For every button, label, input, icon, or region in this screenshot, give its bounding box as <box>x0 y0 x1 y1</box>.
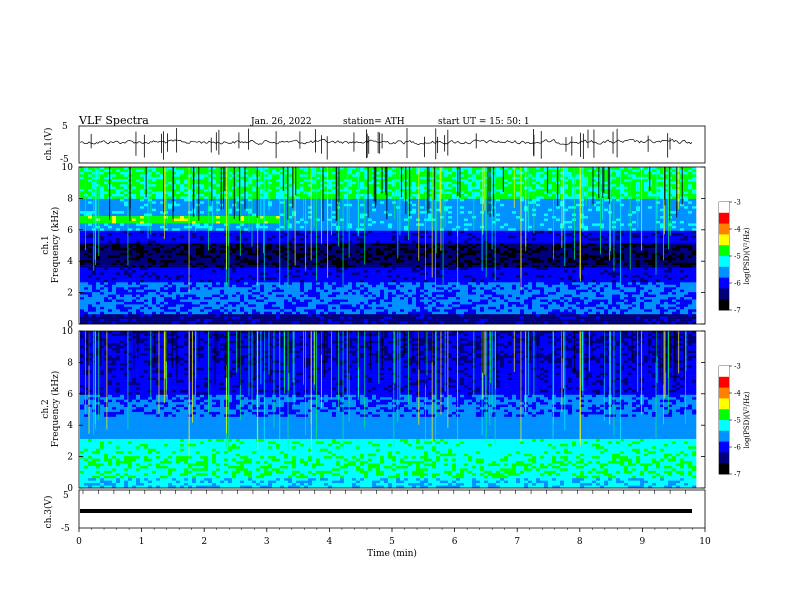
freq-tick-label: 2 <box>67 289 73 299</box>
freq-tick-label: 0 <box>67 484 73 494</box>
ch2-colorbar-label: log(PSD)(V²/Hz) <box>743 391 751 448</box>
colorbar-tick-label: -7 <box>734 471 741 479</box>
xaxis-tick-label: 2 <box>201 537 207 547</box>
colorbar-tick-label: -5 <box>734 417 741 425</box>
xaxis-tick-label: 8 <box>577 537 583 547</box>
xaxis-tick-label: 4 <box>327 537 333 547</box>
ch2-spectrogram-panel: 0 2 4 6 8 10 ch.2 Frequency (kHz) -3 -4 -5 -6 -7 … <box>41 327 751 494</box>
colorbar-tick-label: -4 <box>734 390 741 398</box>
freq-tick-label: 6 <box>67 390 73 400</box>
ch3-ylabel: ch.3(V) <box>43 496 54 529</box>
ch1-waveform-trace <box>79 138 693 146</box>
xaxis-tick-label: 5 <box>389 537 395 547</box>
ch1-spectrogram-frame <box>78 166 706 325</box>
ch1-colorbar-ticks: -3 -4 -5 -6 -7 <box>729 199 741 315</box>
colorbar-tick-label: -6 <box>734 444 741 452</box>
ch1-spectrogram-image <box>79 167 705 325</box>
station-label: station= ATH <box>343 117 405 127</box>
colorbar-tick-label: -5 <box>734 253 741 261</box>
ch1-ytick-top: 5 <box>62 122 68 132</box>
time-axis: 0 1 2 3 4 5 6 7 8 9 10 <box>76 528 711 547</box>
xaxis-tick-label: 9 <box>640 537 646 547</box>
ch2-spectrogram-frame <box>78 330 706 489</box>
xaxis-tick-label: 0 <box>76 537 82 547</box>
ch2-colorbar: -3 -4 -5 -6 -7 log(PSD)(V²/Hz) <box>718 363 751 479</box>
xaxis-tick-label: 1 <box>139 537 145 547</box>
start-time-label: start UT = 15: 50: 1 <box>438 117 530 127</box>
xaxis-label: Time (min) <box>367 548 417 559</box>
xaxis-tick-label: 3 <box>264 537 270 547</box>
ch1-waveform-panel: 5 -5 ch.1(V) <box>43 122 706 165</box>
colorbar-tick-label: -3 <box>734 363 741 371</box>
freq-tick-label: 0 <box>67 320 73 330</box>
ch2-spectrogram-yticks: 0 2 4 6 8 10 <box>62 327 705 494</box>
ch1-colorbar-label: log(PSD)(V²/Hz) <box>743 227 751 284</box>
freq-tick-label: 8 <box>67 194 73 204</box>
ch1-spectrogram-panel: 0 2 4 6 8 10 ch.1 Frequency (kHz) -3 -4 -5 -6 -7 … <box>41 163 751 330</box>
ch1-spectrogram-channel-label: ch.1 <box>41 235 51 254</box>
colorbar-tick-label: -6 <box>734 280 741 288</box>
xaxis-tick-label: 6 <box>452 537 458 547</box>
freq-tick-label: 8 <box>67 358 73 368</box>
date-label: Jan. 26, 2022 <box>250 117 312 127</box>
colorbar-tick-label: -7 <box>734 307 741 315</box>
xaxis-tick-label: 10 <box>699 537 711 547</box>
colorbar-tick-label: -3 <box>734 199 741 207</box>
ch1-ylabel: ch.1(V) <box>43 128 54 161</box>
ch1-ytick-bottom: -5 <box>60 155 69 165</box>
ch1-colorbar: -3 -4 -5 -6 -7 log(PSD)(V²/Hz) <box>718 199 751 315</box>
ch2-spectrogram-channel-label: ch.2 <box>41 399 51 418</box>
ch3-ytick-top: 5 <box>63 491 69 501</box>
ch3-top-ticks <box>82 490 686 494</box>
freq-tick-label: 10 <box>62 163 74 173</box>
ch1-spectrogram-yticks: 0 2 4 6 8 10 <box>62 163 705 330</box>
colorbar-tick-label: -4 <box>734 226 741 234</box>
ch1-spectrogram-ylabel: Frequency (kHz) <box>50 207 61 284</box>
freq-tick-label: 2 <box>67 453 73 463</box>
freq-tick-label: 4 <box>67 421 73 431</box>
ch3-ytick-bottom: -5 <box>61 524 70 534</box>
ch1-waveform-frame <box>78 125 706 164</box>
ch2-spectrogram-image <box>79 331 705 489</box>
xaxis-tick-label: 7 <box>514 537 520 547</box>
figure-title: VLF Spectra <box>78 114 149 127</box>
freq-tick-label: 6 <box>67 226 73 236</box>
ch2-colorbar-ticks: -3 -4 -5 -6 -7 <box>729 363 741 479</box>
freq-tick-label: 10 <box>62 327 74 337</box>
ch1-spikes <box>90 128 671 160</box>
ch2-spectrogram-ylabel: Frequency (kHz) <box>50 371 61 448</box>
ch3-waveform-panel: 5 -5 ch.3(V) <box>43 489 706 534</box>
freq-tick-label: 4 <box>67 257 73 267</box>
